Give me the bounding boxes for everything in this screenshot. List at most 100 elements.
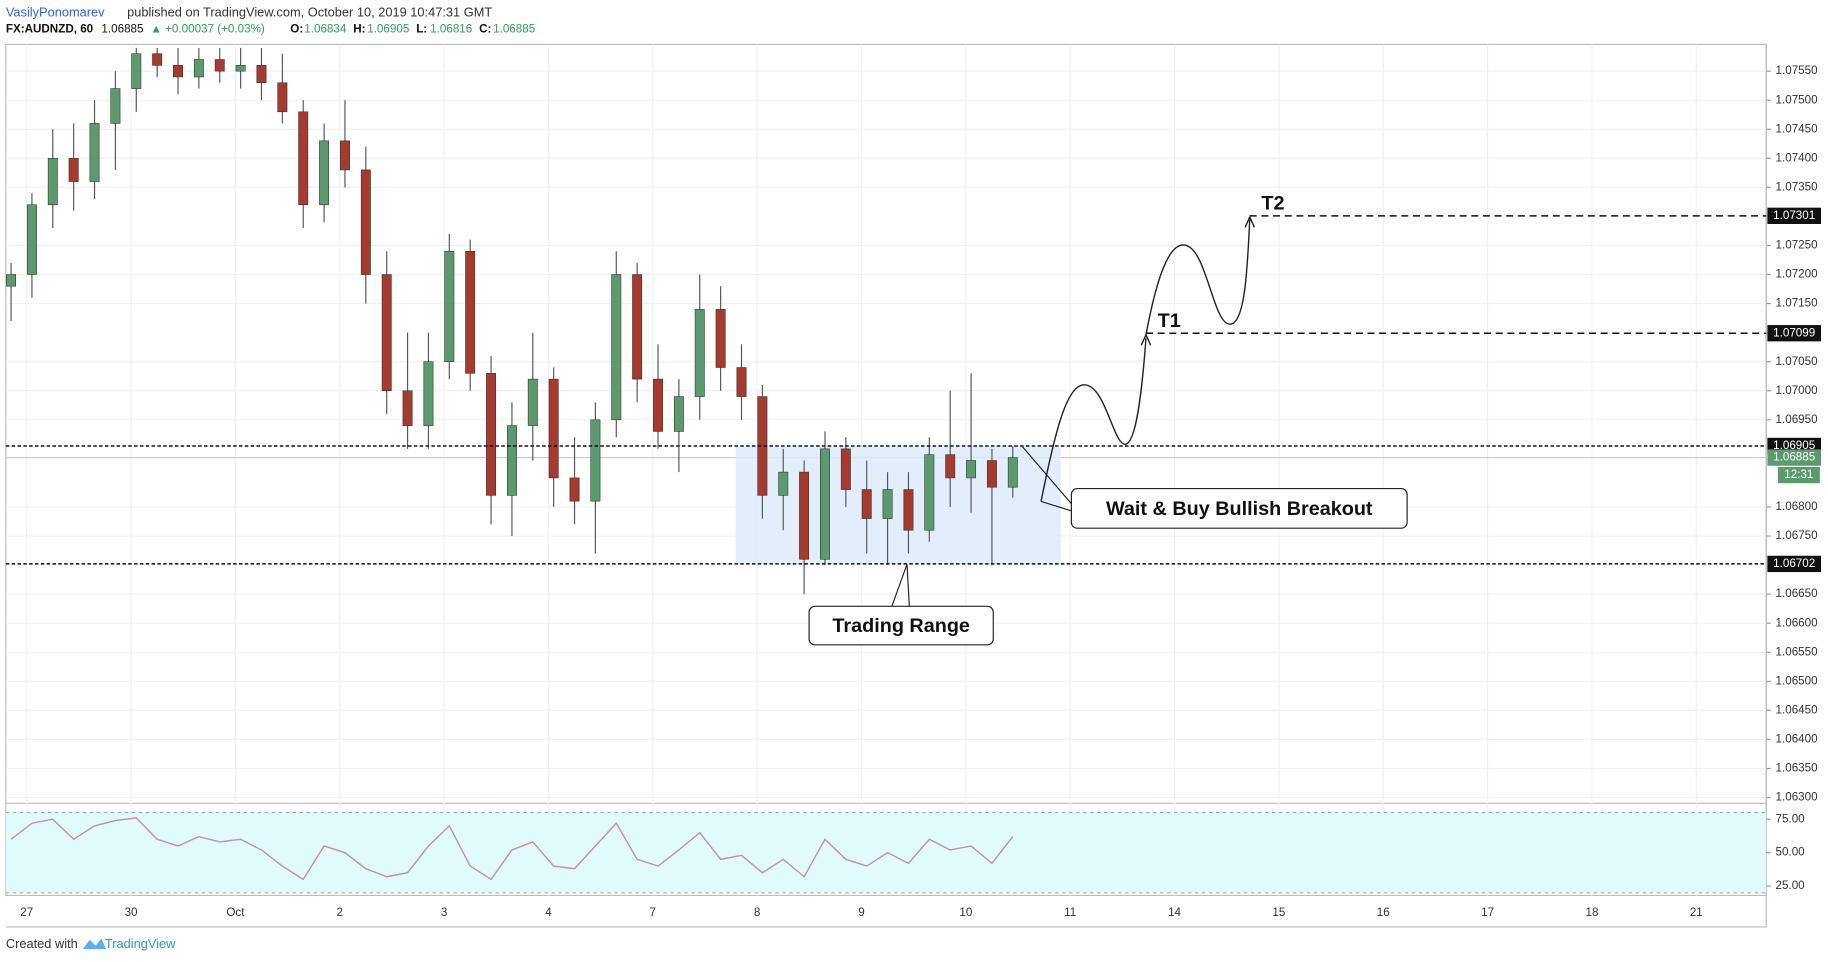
candle-body xyxy=(89,123,100,182)
candle-body xyxy=(903,489,914,531)
x-tick-label: 7 xyxy=(650,906,656,919)
header-field: C: xyxy=(479,22,491,35)
candle-body xyxy=(1007,457,1018,488)
header-field: ▲ +0.00037 (+0.03%) xyxy=(150,22,265,35)
candle-body xyxy=(840,448,851,490)
symbol-line: FX:AUDNZD, 60 1.06885 ▲ +0.00037 (+0.03%) O… xyxy=(6,22,535,35)
level-tag xyxy=(1767,325,1822,342)
y-tick-label: 1.07000 xyxy=(1776,384,1819,397)
y-tick-label: 1.07450 xyxy=(1776,122,1819,135)
x-tick-label: 18 xyxy=(1585,906,1598,919)
published: published on TradingView.com, October 10… xyxy=(127,4,492,19)
header-field: 1.06834 xyxy=(304,22,347,35)
header-field: FX:AUDNZD, 60 xyxy=(6,22,93,35)
candle-body xyxy=(319,140,330,206)
candle-body xyxy=(444,250,455,362)
candle-body xyxy=(6,274,17,287)
candle-body xyxy=(47,158,58,206)
level-tag-label: 1.06905 xyxy=(1773,439,1815,452)
x-tick-label: 16 xyxy=(1377,906,1390,919)
candle-body xyxy=(986,460,997,488)
candle-body xyxy=(611,274,622,421)
candle-body xyxy=(193,59,204,78)
level-tag-label: 1.07099 xyxy=(1773,326,1815,339)
y-tick-label: 1.06400 xyxy=(1776,732,1819,745)
candle-body xyxy=(486,373,497,496)
candle-body xyxy=(632,274,643,380)
y-tick-label: 1.07350 xyxy=(1776,180,1819,193)
x-tick-label: 21 xyxy=(1690,906,1703,919)
y-tick-label: 1.06350 xyxy=(1776,762,1819,775)
candle-body xyxy=(360,169,371,275)
candle-body xyxy=(465,250,476,374)
candle-body xyxy=(381,274,392,392)
header-field: 1.06816 xyxy=(430,22,472,35)
last-price-tag xyxy=(1767,449,1822,466)
x-tick-label: 11 xyxy=(1064,906,1076,919)
candle-body xyxy=(778,471,789,496)
candle-body xyxy=(131,53,142,89)
y-tick-label: 1.07550 xyxy=(1776,64,1819,77)
y-tick-label: 1.07200 xyxy=(1776,268,1819,281)
rsi-tick-label: 50.00 xyxy=(1776,846,1806,859)
candle-body xyxy=(861,489,872,519)
header-field: 1.06885 xyxy=(493,22,535,35)
y-tick-label: 1.06300 xyxy=(1776,791,1819,804)
callout-text: Trading Range xyxy=(832,615,970,637)
candle-body xyxy=(966,460,977,479)
candle-body xyxy=(673,396,684,432)
candle-body xyxy=(590,419,601,502)
header-field: 1.06905 xyxy=(367,22,409,35)
footer-brand: TradingView xyxy=(105,936,176,951)
candle-body xyxy=(653,378,663,432)
candle-body xyxy=(110,88,121,124)
x-tick-label: 9 xyxy=(858,906,864,919)
header-field: 1.06885 xyxy=(101,22,143,35)
header-field: O: xyxy=(290,22,303,35)
countdown-label: 12:31 xyxy=(1784,468,1813,481)
header-field: L: xyxy=(416,22,427,35)
candle-body xyxy=(527,378,538,426)
candle-body xyxy=(26,204,37,275)
candle-body xyxy=(298,111,309,206)
candle-body xyxy=(340,140,350,171)
x-tick-label: 14 xyxy=(1168,906,1181,919)
header-field: H: xyxy=(353,22,365,35)
candle-body xyxy=(799,471,810,560)
y-tick-label: 1.06950 xyxy=(1776,413,1819,426)
y-tick-label: 1.07400 xyxy=(1776,151,1819,164)
footer-logo xyxy=(82,938,107,950)
candle-body xyxy=(820,448,830,560)
x-tick-label: 15 xyxy=(1272,906,1285,919)
footer-created: Created with xyxy=(6,936,78,951)
x-tick-label: 3 xyxy=(441,906,447,919)
candle-body xyxy=(402,390,413,426)
candle-body xyxy=(173,65,183,78)
y-tick-label: 1.07250 xyxy=(1776,239,1819,252)
target-label: T2 xyxy=(1261,192,1284,214)
candle-body xyxy=(945,454,956,479)
y-tick-label: 1.07050 xyxy=(1776,355,1819,368)
x-tick-label: 4 xyxy=(545,906,552,919)
x-tick-label: 30 xyxy=(125,906,138,919)
callout-box xyxy=(1070,487,1408,529)
candle-body xyxy=(882,489,893,519)
level-tag xyxy=(1767,555,1822,573)
x-tick-label: 27 xyxy=(20,906,33,919)
candle-body xyxy=(214,59,225,72)
y-tick-label: 1.07150 xyxy=(1776,297,1819,310)
x-tick-label: 17 xyxy=(1481,906,1494,919)
candle-body xyxy=(924,454,935,531)
y-tick-label: 1.06450 xyxy=(1776,703,1819,716)
candle-body xyxy=(715,309,726,368)
y-tick-label: 1.06600 xyxy=(1776,616,1819,629)
author: VasilyPonomarev xyxy=(6,4,105,19)
candle-body xyxy=(694,309,705,397)
callout-pointer xyxy=(891,564,910,607)
candle-body xyxy=(736,367,747,397)
candle-body xyxy=(506,425,517,496)
y-tick-label: 1.06550 xyxy=(1776,645,1819,658)
candle-body xyxy=(277,82,288,113)
level-tag xyxy=(1767,207,1822,224)
y-tick-label: 1.06650 xyxy=(1776,587,1819,600)
